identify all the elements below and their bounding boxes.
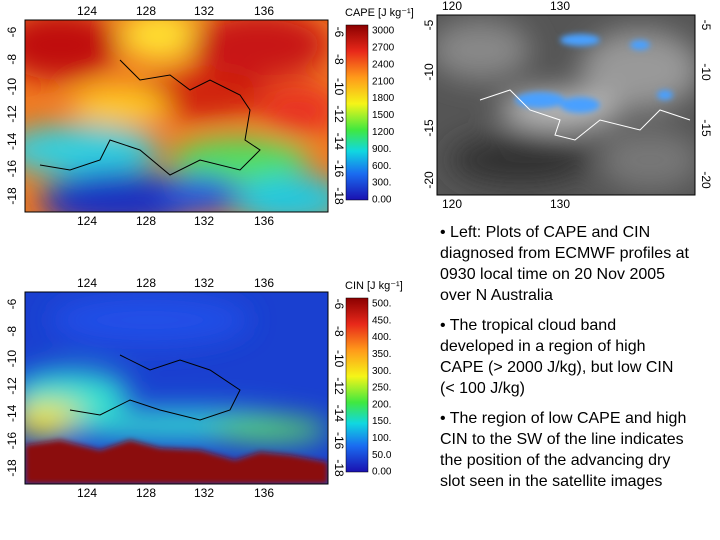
colorbar-label: 1800: [372, 93, 395, 104]
x-tick-label: 128: [136, 486, 156, 500]
colorbar-title: CAPE [J kg⁻¹]: [345, 7, 414, 19]
cin-colorbar: [345, 297, 369, 473]
colorbar-label: 1200: [372, 127, 395, 138]
bullet: • The tropical cloud band developed in a…: [440, 317, 674, 397]
colorbar-label: 2100: [372, 76, 395, 87]
colorbar-label: 150.: [372, 416, 391, 427]
y-tick-label: -12: [5, 377, 19, 395]
colorbar-label: 450.: [372, 315, 391, 326]
x-tick-label: 132: [194, 486, 214, 500]
x-tick-label: 132: [194, 276, 214, 290]
y-tick-label: -16: [332, 160, 346, 178]
colorbar-label: 300.: [372, 366, 391, 377]
x-tick-label: 136: [254, 214, 274, 228]
colorbar-label: 400.: [372, 332, 391, 343]
y-tick-label: -18: [332, 459, 346, 477]
x-tick-label: 124: [77, 4, 97, 18]
y-tick-label: -16: [332, 432, 346, 450]
y-tick-label: -5: [422, 19, 436, 30]
y-tick-label: -6: [332, 27, 346, 38]
y-tick-label: -18: [5, 459, 19, 477]
y-tick-label: -20: [699, 171, 713, 189]
cape-heatmap: [25, 20, 328, 212]
y-tick-label: -14: [332, 133, 346, 151]
x-tick-label: 120: [442, 0, 462, 13]
x-tick-label: 120: [442, 197, 462, 211]
x-tick-label: 132: [194, 214, 214, 228]
colorbar-label: 100.: [372, 433, 391, 444]
y-tick-label: -16: [5, 432, 19, 450]
colorbar-label: 0.00: [372, 467, 392, 478]
x-tick-label: 128: [136, 4, 156, 18]
cape-frame: [24, 19, 329, 213]
x-tick-label: 128: [136, 214, 156, 228]
y-tick-label: -10: [332, 78, 346, 96]
colorbar-label: 350.: [372, 349, 391, 360]
y-tick-label: -8: [332, 54, 346, 65]
colorbar-label: 3000: [372, 26, 395, 37]
x-tick-label: 130: [550, 197, 570, 211]
bullet: • Left: Plots of CAPE and CIN diagnosed …: [440, 224, 689, 304]
colorbar-label: 0.00: [372, 195, 392, 206]
colorbar-label: 500.: [372, 299, 391, 310]
y-tick-label: -8: [5, 54, 19, 65]
colorbar-label: 250.: [372, 383, 391, 394]
colorbar-label: 2700: [372, 43, 395, 54]
colorbar-title: CIN [J kg⁻¹]: [345, 280, 403, 292]
y-tick-label: -10: [5, 78, 19, 96]
cin-frame: [24, 291, 329, 485]
x-tick-label: 124: [77, 276, 97, 290]
colorbar-label: 600.: [372, 161, 391, 172]
x-tick-label: 136: [254, 4, 274, 18]
y-tick-label: -15: [699, 119, 713, 137]
x-tick-label: 130: [550, 0, 570, 13]
y-tick-label: -14: [332, 405, 346, 423]
y-tick-label: -12: [332, 105, 346, 123]
y-tick-label: -6: [5, 298, 19, 309]
colorbar-label: 2400: [372, 59, 395, 70]
colorbar-label: 200.: [372, 399, 391, 410]
y-tick-label: -10: [422, 63, 436, 81]
satellite-image: [437, 15, 695, 195]
y-tick-label: -6: [5, 26, 19, 37]
y-tick-label: -5: [699, 20, 713, 31]
y-tick-label: -15: [422, 119, 436, 137]
x-tick-label: 124: [77, 214, 97, 228]
cape-colorbar: [345, 24, 369, 201]
y-tick-label: -14: [5, 404, 19, 422]
x-tick-label: 136: [254, 486, 274, 500]
x-tick-label: 132: [194, 4, 214, 18]
y-tick-label: -18: [332, 187, 346, 205]
y-tick-label: -10: [699, 63, 713, 81]
y-tick-label: -8: [332, 326, 346, 337]
y-tick-label: -16: [5, 160, 19, 178]
x-tick-label: 124: [77, 486, 97, 500]
bullet: • The region of low CAPE and high CIN to…: [440, 410, 687, 490]
satellite-frame: [436, 14, 696, 196]
x-tick-label: 128: [136, 276, 156, 290]
y-tick-label: -6: [332, 299, 346, 310]
colorbar-label: 1500: [372, 110, 395, 121]
y-tick-label: -14: [5, 132, 19, 150]
y-tick-label: -10: [332, 350, 346, 368]
colorbar-label: 900.: [372, 144, 391, 155]
y-tick-label: -18: [5, 187, 19, 205]
y-tick-label: -20: [422, 171, 436, 189]
y-tick-label: -12: [5, 105, 19, 123]
colorbar-label: 50.0: [372, 450, 392, 461]
bullet-list: • Left: Plots of CAPE and CIN diagnosed …: [440, 222, 692, 501]
colorbar-label: 300.: [372, 178, 391, 189]
y-tick-label: -8: [5, 326, 19, 337]
y-tick-label: -10: [5, 350, 19, 368]
y-tick-label: -12: [332, 377, 346, 395]
cin-heatmap: [25, 292, 328, 484]
x-tick-label: 136: [254, 276, 274, 290]
